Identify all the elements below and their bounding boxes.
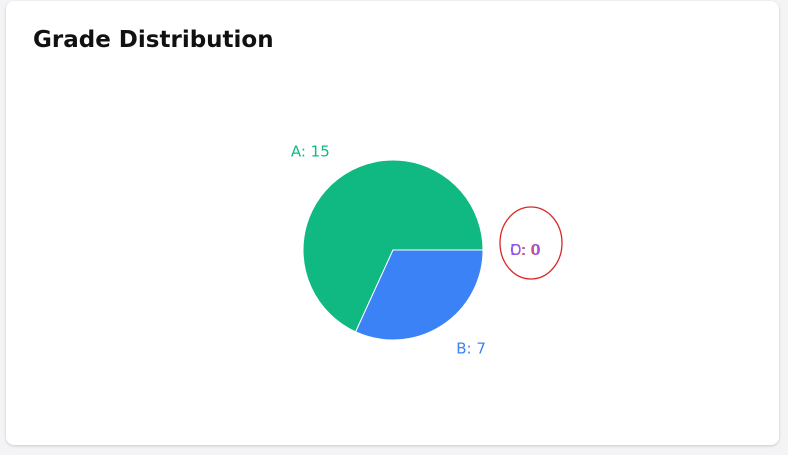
pie-label-c: C: 0 — [510, 241, 540, 259]
pie-slice-a[interactable] — [302, 159, 484, 333]
pie-label-d: D: 0 — [510, 241, 541, 259]
chart-title: Grade Distribution — [33, 27, 274, 53]
pie-label-b: B: 7 — [456, 339, 486, 357]
pie-slice-b[interactable] — [354, 249, 484, 341]
highlight-circle — [499, 206, 563, 280]
pie-label-a: A: 15 — [291, 143, 330, 161]
pie-labels: A: 15 B: 7 C: 0D: 0 — [291, 143, 541, 358]
pie-slices — [302, 159, 484, 341]
